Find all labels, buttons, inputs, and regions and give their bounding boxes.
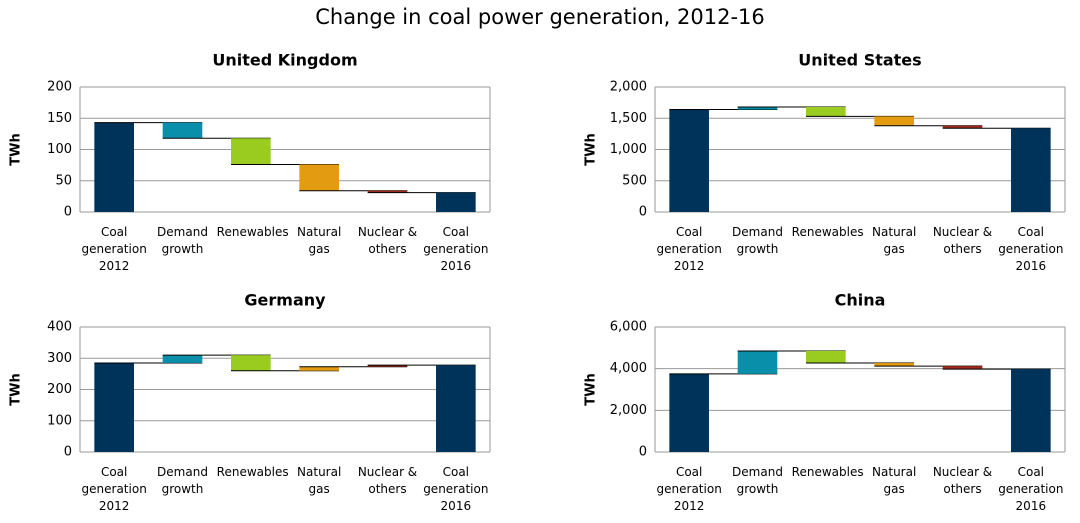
x-tick-label: Natural gas [297,465,342,496]
bar [94,362,134,452]
chart-title: United Kingdom [212,51,357,70]
chart-title: China [835,291,886,310]
bar [806,350,846,364]
y-tick-label: 1,500 [610,111,647,126]
bar [737,107,778,110]
y-tick-label: 2,000 [610,80,647,95]
bar [162,355,203,363]
bar [436,365,476,452]
bar [367,190,408,193]
x-tick-label: Natural gas [297,225,342,256]
y-tick-label: 0 [639,205,647,220]
bar [299,164,339,191]
x-tick-label: Renewables [216,225,289,239]
x-tick-label: Demand growth [157,465,208,496]
bar [231,138,271,165]
y-tick-label: 6,000 [610,320,647,335]
bar [806,107,846,117]
x-tick-label: Coal generation 2012 [81,465,147,513]
x-tick-label: Renewables [791,225,864,239]
y-tick-label: 500 [622,173,647,188]
y-axis-label: TWh [584,373,599,405]
x-tick-label: Renewables [216,465,289,479]
bar [299,366,339,371]
bar [874,116,914,126]
bar [737,350,778,374]
x-tick-label: Demand growth [157,225,208,256]
x-tick-label: Coal generation 2016 [998,225,1064,273]
y-tick-label: 0 [64,205,72,220]
chart-title: United States [798,51,921,70]
y-tick-label: 50 [55,173,72,188]
x-tick-label: Demand growth [732,465,783,496]
y-tick-label: 150 [47,111,72,126]
y-tick-label: 200 [47,80,72,95]
y-tick-label: 300 [47,351,72,366]
y-axis-label: TWh [584,133,599,165]
x-tick-label: Coal generation 2012 [656,465,722,513]
x-tick-label: Nuclear & others [357,225,418,256]
y-tick-label: 0 [639,445,647,460]
y-tick-label: 4,000 [610,361,647,376]
y-tick-label: 100 [47,413,72,428]
x-tick-label: Coal generation 2016 [998,465,1064,513]
bar [231,355,271,371]
bar [436,192,476,212]
x-tick-label: Coal generation 2012 [656,225,722,273]
y-tick-label: 0 [64,445,72,460]
y-tick-label: 1,000 [610,142,647,157]
y-tick-label: 400 [47,320,72,335]
x-tick-label: Coal generation 2016 [423,225,489,273]
x-tick-label: Coal generation 2012 [81,225,147,273]
bar [1011,369,1051,452]
x-tick-label: Renewables [791,465,864,479]
y-tick-label: 2,000 [610,403,647,418]
x-tick-label: Nuclear & others [932,225,993,256]
y-tick-label: 100 [47,142,72,157]
bar [669,109,709,212]
bar [94,122,134,212]
bar [1011,128,1051,212]
bar [874,363,914,367]
y-tick-label: 200 [47,382,72,397]
x-tick-label: Nuclear & others [357,465,418,496]
bar [669,373,709,452]
x-tick-label: Coal generation 2016 [423,465,489,513]
page-title: Change in coal power generation, 2012-16 [315,5,765,29]
bar [162,122,203,139]
x-tick-label: Natural gas [872,465,917,496]
x-tick-label: Natural gas [872,225,917,256]
y-axis-label: TWh [9,133,24,165]
bar [367,365,408,367]
chart-title: Germany [244,291,326,310]
x-tick-label: Nuclear & others [932,465,993,496]
x-tick-label: Demand growth [732,225,783,256]
bar [942,125,983,129]
y-axis-label: TWh [9,373,24,405]
bar [942,366,983,370]
